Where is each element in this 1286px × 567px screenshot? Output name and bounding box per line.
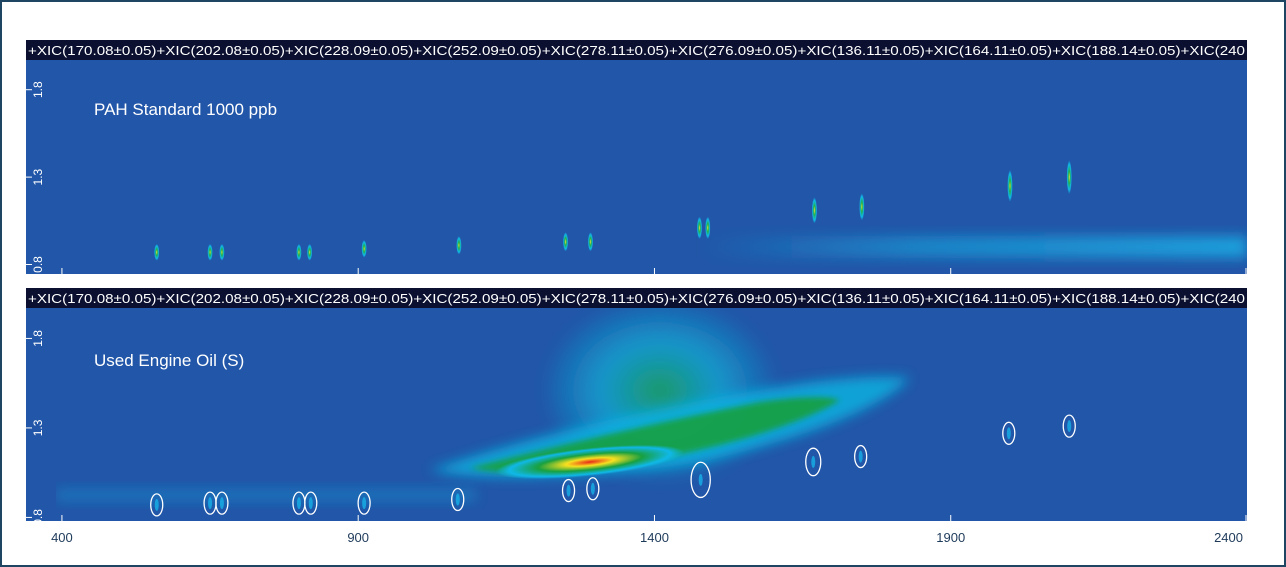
peak-spot — [361, 239, 367, 258]
peak-spot — [1007, 169, 1013, 202]
peak-spot — [208, 497, 213, 510]
y-tick-label: 1.3 — [31, 168, 45, 185]
panel-1-title: PAH Standard 1000 ppb — [94, 100, 277, 119]
panel-pah-standard: +XIC(170.08±0.05)+XIC(202.08±0.05)+XIC(2… — [26, 40, 1247, 274]
panel-1-header-bar — [26, 40, 1247, 60]
peak-spot — [308, 497, 313, 510]
panel-1-band — [700, 236, 1247, 258]
peak-spot — [219, 243, 225, 261]
peak-spot — [590, 482, 595, 495]
peak-circle — [357, 491, 371, 515]
panel-used-engine-oil: +XIC(170.08±0.05)+XIC(202.08±0.05)+XIC(2… — [26, 288, 1247, 545]
peak-spot — [858, 450, 863, 463]
y-tick-label: 1.3 — [31, 419, 45, 436]
peak-circle — [150, 493, 164, 517]
peak-spot — [154, 498, 159, 511]
peak-spot — [296, 497, 301, 510]
peak-spot — [811, 197, 818, 224]
panel-2-y-axis: 0.8 1.3 1.8 — [26, 330, 45, 526]
peak-spot — [587, 232, 594, 252]
peak-circle — [854, 444, 868, 469]
peak-circle — [451, 487, 465, 512]
panel-2-header-bar — [26, 288, 1247, 308]
x-tick-label: 1900 — [936, 530, 965, 545]
panel-1-y-axis: 0.8 1.3 1.8 — [26, 81, 45, 273]
panel-2-matrix-hump — [56, 308, 910, 502]
panel-1-peaks — [154, 160, 1072, 261]
hump-hot-core — [495, 444, 685, 480]
peak-spot — [219, 497, 224, 510]
peak-circle — [304, 491, 318, 515]
peak-circle — [561, 478, 576, 503]
peak-spot — [307, 243, 313, 261]
panel-2-circled-peaks — [150, 414, 1076, 517]
panel-2-x-axis: 400 900 1400 1900 2400 — [51, 515, 1247, 545]
peak-spot — [1067, 420, 1072, 433]
peak-circle — [1062, 414, 1076, 438]
hump-baseline-trail — [56, 488, 476, 502]
y-tick-label: 0.8 — [31, 256, 45, 273]
peak-circle — [805, 447, 822, 477]
peak-spot — [154, 243, 160, 261]
peak-spot — [566, 484, 571, 497]
peak-spot — [811, 455, 816, 468]
peak-circle — [586, 477, 600, 501]
peak-spot — [456, 236, 462, 255]
peak-spot — [362, 497, 367, 510]
peak-circle — [690, 461, 711, 499]
peak-spot — [1066, 160, 1072, 195]
panel-2-title: Used Engine Oil (S) — [94, 351, 244, 370]
peak-circle — [1002, 421, 1016, 445]
peak-spot — [698, 473, 703, 486]
peak-spot — [1006, 427, 1011, 440]
peak-spot — [207, 243, 213, 261]
y-tick-label: 0.8 — [31, 509, 45, 526]
peak-spot — [562, 232, 569, 252]
x-tick-label: 400 — [51, 530, 73, 545]
peak-spot — [859, 193, 865, 221]
y-tick-label: 1.8 — [31, 81, 45, 98]
panel-2-header-text: +XIC(170.08±0.05)+XIC(202.08±0.05)+XIC(2… — [28, 291, 1245, 306]
panel-1-x-axis — [61, 268, 1247, 274]
peak-circle — [215, 491, 229, 515]
x-tick-label: 2400 — [1214, 530, 1243, 545]
x-tick-label: 1400 — [640, 530, 669, 545]
peak-spot — [705, 216, 711, 239]
x-tick-label: 900 — [347, 530, 369, 545]
peak-spot — [696, 216, 703, 239]
y-tick-label: 1.8 — [31, 330, 45, 347]
peak-spot — [455, 493, 460, 506]
peak-spot — [296, 243, 302, 261]
panel-1-header-text: +XIC(170.08±0.05)+XIC(202.08±0.05)+XIC(2… — [28, 43, 1245, 58]
